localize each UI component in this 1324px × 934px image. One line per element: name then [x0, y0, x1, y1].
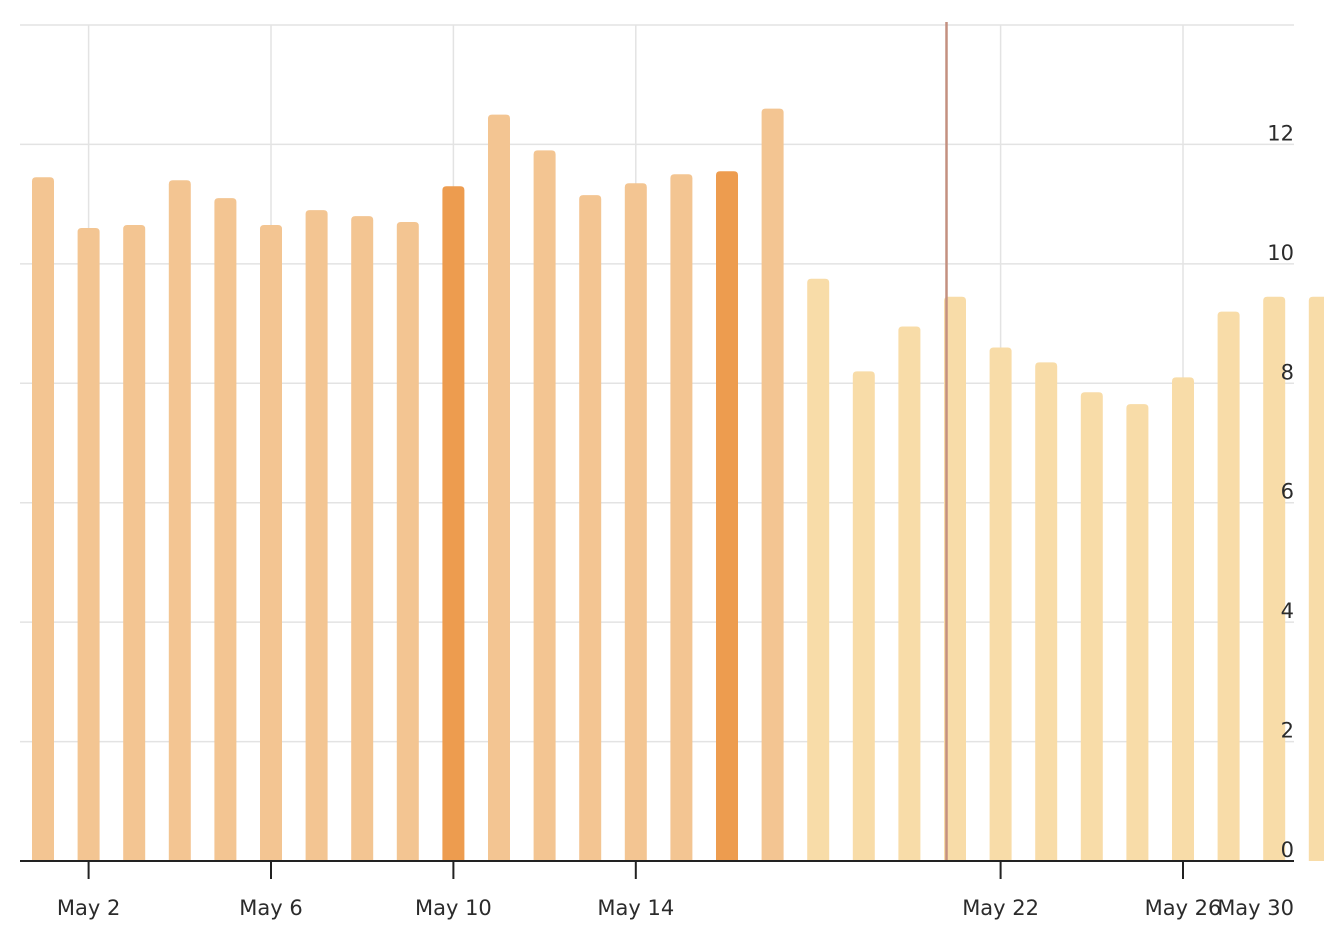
bar-may-2: [77, 228, 100, 861]
x-tick-label: May 2: [57, 896, 120, 920]
bar-may-22: [989, 347, 1012, 861]
bar-may-4: [168, 180, 191, 861]
bar-may-6: [260, 225, 282, 862]
horizontal-gridlines: [20, 24, 1294, 743]
bar-may-27: [1217, 311, 1240, 862]
bar-may-3: [123, 225, 146, 862]
x-axis: [20, 860, 1294, 879]
bars: [32, 108, 1324, 862]
bar-may-5: [214, 198, 237, 861]
bar-may-15: [670, 174, 693, 862]
x-tick-label: May 14: [597, 896, 674, 920]
bar-may-29: [1308, 296, 1324, 861]
bar-may-1: [32, 177, 54, 861]
y-tick-label: 12: [1267, 121, 1294, 145]
bar-may-13: [579, 195, 602, 861]
y-axis-labels: 0 2 4 6 8 10 12: [1267, 121, 1294, 862]
bar-may-16: [716, 171, 738, 862]
bar-may-23: [1035, 362, 1058, 861]
bar-may-11: [488, 114, 510, 862]
bar-may-10: [442, 186, 465, 861]
x-tick-label: May 22: [962, 896, 1039, 920]
bar-may-9: [396, 222, 419, 862]
bar-may-25: [1126, 404, 1149, 861]
bar-may-18: [807, 278, 830, 861]
bar-may-8: [351, 216, 374, 862]
y-tick-label: 8: [1281, 360, 1294, 384]
x-tick-label: May 26: [1145, 896, 1222, 920]
bar-may-7: [305, 210, 328, 862]
bar-may-21: [944, 296, 966, 861]
bar-may-17: [761, 108, 784, 862]
bar-may-19: [852, 371, 875, 861]
bar-may-24: [1080, 392, 1103, 861]
y-tick-label: 2: [1281, 719, 1294, 743]
bar-may-14: [624, 183, 647, 861]
y-tick-label: 10: [1267, 241, 1294, 265]
y-tick-label: 6: [1281, 480, 1294, 504]
y-tick-label: 0: [1281, 838, 1294, 862]
x-tick-label: May 30: [1217, 896, 1294, 920]
bar-may-12: [533, 150, 556, 861]
y-tick-label: 4: [1281, 599, 1294, 623]
x-tick-label: May 10: [415, 896, 492, 920]
bar-may-28: [1263, 296, 1286, 861]
x-tick-label: May 6: [239, 896, 302, 920]
bar-may-26: [1172, 377, 1194, 861]
bar-may-20: [898, 326, 921, 861]
